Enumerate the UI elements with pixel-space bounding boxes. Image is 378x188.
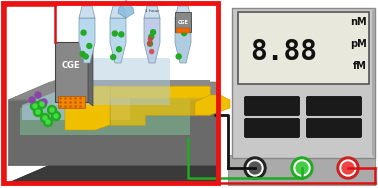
Circle shape [87,43,92,49]
Circle shape [112,31,117,36]
Polygon shape [144,18,160,63]
Polygon shape [195,95,230,115]
Circle shape [83,54,88,59]
Polygon shape [8,165,218,183]
Circle shape [31,102,39,111]
Circle shape [41,99,47,105]
Circle shape [150,50,153,54]
Circle shape [40,102,44,106]
Polygon shape [22,89,130,120]
Polygon shape [79,18,95,63]
Text: CGE: CGE [62,61,80,70]
Bar [176,28,190,33]
Circle shape [43,118,53,127]
Text: pM: pM [350,39,367,49]
Circle shape [80,52,85,56]
Polygon shape [8,100,218,165]
Polygon shape [175,18,191,63]
Circle shape [51,111,60,121]
Circle shape [29,97,35,103]
Circle shape [33,104,37,108]
Circle shape [37,99,46,108]
Circle shape [294,160,310,176]
FancyBboxPatch shape [245,118,299,137]
Circle shape [35,92,41,98]
Circle shape [181,27,186,32]
Circle shape [50,108,54,112]
Bar [238,12,369,84]
Bar [175,12,191,32]
Circle shape [296,162,308,174]
Polygon shape [372,8,375,158]
Text: CGE: CGE [178,20,189,24]
Polygon shape [110,6,126,18]
Circle shape [249,162,261,174]
Polygon shape [15,80,210,98]
Bar [58,96,85,108]
Circle shape [291,157,313,179]
Circle shape [111,55,116,60]
Polygon shape [110,86,210,125]
Bar [232,8,375,158]
Polygon shape [65,86,210,130]
Circle shape [46,120,50,124]
Circle shape [247,160,263,176]
Circle shape [116,47,121,52]
Polygon shape [79,6,95,18]
Circle shape [147,41,153,46]
FancyBboxPatch shape [307,96,361,115]
Circle shape [36,110,40,114]
Circle shape [40,114,50,123]
FancyBboxPatch shape [245,96,299,115]
Circle shape [150,30,156,35]
Circle shape [48,105,56,114]
Text: INCUBATION
1 hour: INCUBATION 1 hour [139,3,166,13]
Bar [55,42,88,102]
Polygon shape [8,148,218,165]
Polygon shape [144,6,160,18]
Circle shape [342,162,354,174]
Polygon shape [118,0,134,18]
Circle shape [54,114,58,118]
Text: fM: fM [353,61,367,71]
Circle shape [176,54,181,59]
Circle shape [148,37,152,41]
Polygon shape [110,18,126,63]
Polygon shape [88,42,93,106]
Polygon shape [175,6,191,18]
Circle shape [340,160,356,176]
Circle shape [34,108,42,117]
Circle shape [244,157,266,179]
Circle shape [149,34,154,39]
Circle shape [43,116,47,120]
Polygon shape [20,90,190,135]
FancyBboxPatch shape [307,118,361,137]
Text: 8.88: 8.88 [251,38,318,66]
Bar [3,3,218,183]
Circle shape [81,30,86,35]
Polygon shape [55,58,170,105]
Circle shape [337,157,359,179]
Circle shape [147,41,152,45]
Bar [228,155,375,185]
Circle shape [181,31,187,36]
Text: nM: nM [350,17,367,27]
Polygon shape [8,82,218,100]
Circle shape [119,32,124,37]
